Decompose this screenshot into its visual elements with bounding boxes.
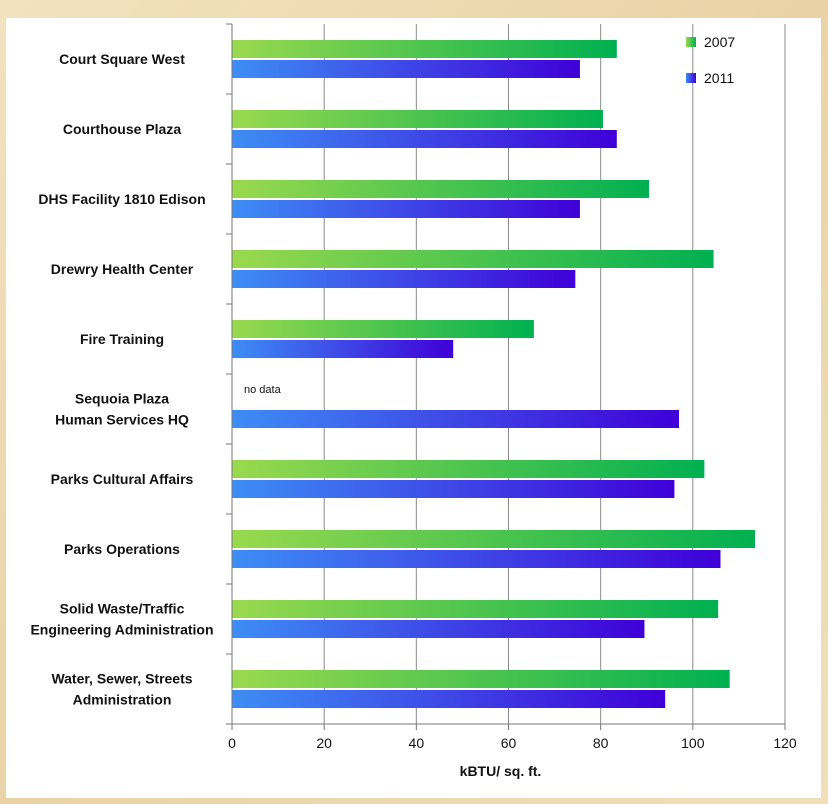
bar-2011 [232, 60, 580, 78]
legend: 2007 2011 [686, 34, 735, 86]
bar-2011 [232, 620, 645, 638]
category-label: Water, Sewer, Streets Administration [51, 671, 192, 708]
bar-2011 [232, 200, 580, 218]
legend-swatch-2007 [686, 37, 696, 47]
category-label: Parks Cultural Affairs [51, 471, 194, 487]
bar-2007 [232, 320, 534, 338]
bar-2011 [232, 130, 617, 148]
x-tick-label: 100 [681, 735, 705, 751]
category-label: Drewry Health Center [51, 261, 194, 277]
category-label: DHS Facility 1810 Edison [38, 191, 205, 207]
category-label: Sequoia Plaza Human Services HQ [55, 391, 189, 428]
annotation-no-data: no data [244, 384, 282, 396]
x-tick-label: 0 [228, 735, 236, 751]
category-label: Courthouse Plaza [63, 121, 181, 137]
x-tick-label: 60 [501, 735, 517, 751]
x-tick-label: 40 [409, 735, 425, 751]
axes [226, 23, 786, 730]
bar-2011 [232, 340, 454, 358]
x-tick-label: 20 [316, 735, 332, 751]
bar-2007 [232, 180, 650, 198]
bar-2007 [232, 110, 603, 128]
bar-2011 [232, 480, 675, 498]
bar-2007 [232, 530, 756, 548]
chart-panel: 0 20 40 60 80 100 120 Court Square West Courthou… [6, 18, 821, 798]
bars [232, 40, 756, 708]
category-label: Fire Training [80, 331, 164, 347]
gridlines [323, 24, 786, 724]
bar-2007 [232, 670, 730, 688]
bar-2011 [232, 550, 721, 568]
labels: 0 20 40 60 80 100 120 Court Square West Courthou… [30, 51, 796, 779]
legend-label-2011: 2011 [704, 70, 734, 86]
bar-2011 [232, 410, 680, 428]
x-axis-title: kBTU/ sq. ft. [460, 763, 542, 779]
bar-2011 [232, 690, 666, 708]
bar-2007 [232, 460, 705, 478]
bar-2007 [232, 40, 617, 58]
bar-2011 [232, 270, 576, 288]
bar-2007 [232, 250, 714, 268]
x-tick-label: 120 [773, 735, 797, 751]
bar-chart: 0 20 40 60 80 100 120 Court Square West Courthou… [30, 23, 797, 779]
x-tick-label: 80 [593, 735, 609, 751]
category-label: Solid Waste/Traffic Engineering Administr… [30, 601, 213, 638]
category-label: Court Square West [59, 51, 185, 67]
legend-label-2007: 2007 [704, 34, 735, 50]
category-label: Parks Operations [64, 541, 180, 557]
legend-swatch-2011 [686, 73, 696, 83]
bar-2007 [232, 600, 719, 618]
